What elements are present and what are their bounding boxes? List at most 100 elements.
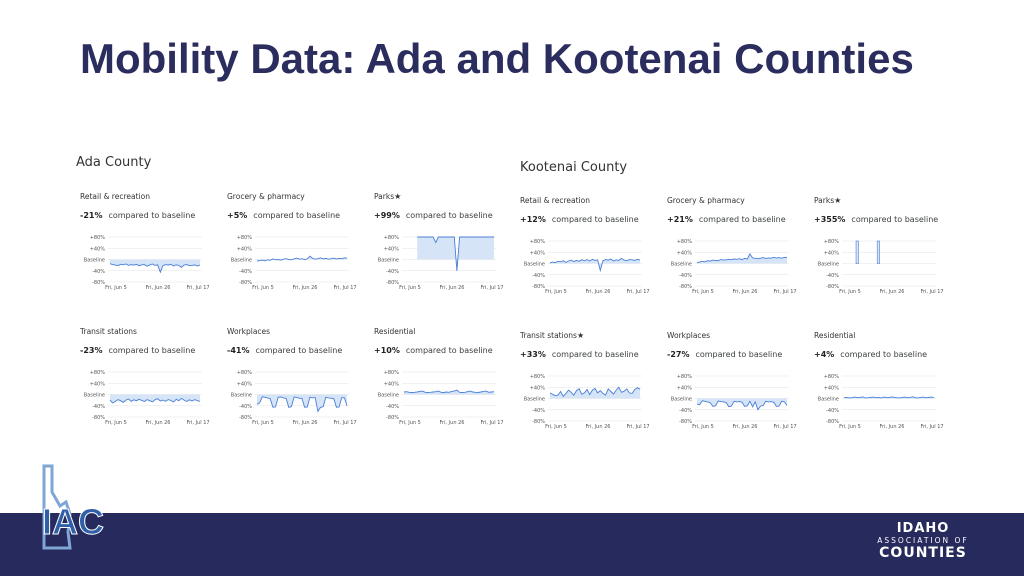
compare-text: compared to baseline [255,346,343,355]
y-tick-label: -40% [679,408,692,414]
series-area [550,258,640,271]
mobility-panel-transit-stations: Transit stations★ +33% compared to baselin… [520,331,652,446]
change-value: +21% [667,215,693,224]
category-text: Residential [814,331,856,340]
x-tick-label: Fri, Jul 17 [333,285,356,291]
x-tick-label: Fri, Jul 17 [920,424,943,430]
mobility-chart: +80% +40% Baseline -40% -80%Fri, Jun 5 Fri, J… [524,239,650,295]
change-value: -27% [667,350,690,359]
y-tick-label: +40% [90,381,106,387]
compare-text: compared to baseline [108,211,196,220]
category-text: Parks [814,196,835,205]
compare-text: compared to baseline [551,350,639,359]
compare-text: compared to baseline [405,211,493,220]
category-text: Grocery & pharmacy [227,192,305,201]
y-tick-label: +80% [677,239,693,245]
category-text: Retail & recreation [520,196,590,205]
series-line [403,389,495,393]
series-line [109,397,201,404]
x-tick-label: Fri, Jun 26 [293,420,318,426]
y-tick-label: -40% [386,269,399,275]
y-tick-label: Baseline [378,393,399,399]
y-tick-label: -80% [826,419,839,425]
x-tick-label: Fri, Jun 26 [293,285,318,291]
category-label: Workplaces [227,327,270,336]
mobility-chart: +80% +40% Baseline -40% -80%Fri, Jun 5 Fri, J… [671,374,797,430]
y-tick-label: +80% [90,370,106,376]
y-tick-label: Baseline [84,393,105,399]
mobility-panel-retail-recreation: Retail & recreation +12% compared to basel… [520,196,652,311]
y-tick-label: -80% [386,415,399,421]
series-line [843,396,935,399]
x-tick-label: Fri, Jul 17 [773,289,796,295]
category-text: Workplaces [667,331,711,340]
y-tick-label: +40% [90,246,106,252]
y-tick-label: Baseline [524,262,545,268]
change-value: +99% [374,211,400,220]
organization-wordmark: IDAHO ASSOCIATION OF COUNTIES [868,522,978,561]
series-area [110,259,200,273]
y-tick-label: +80% [824,239,840,245]
change-readout: -41% compared to baseline [227,346,342,355]
change-value: +10% [374,346,400,355]
change-readout: +355% compared to baseline [814,215,938,224]
y-tick-label: -80% [679,419,692,425]
category-label: Parks★ [374,192,401,201]
y-tick-label: Baseline [671,262,692,268]
y-tick-label: +40% [530,250,546,256]
category-label: Transit stations★ [520,331,584,340]
y-tick-label: +40% [384,381,400,387]
series-line [549,257,641,273]
y-tick-label: -40% [532,273,545,279]
compare-text: compared to baseline [695,350,783,359]
x-tick-label: Fri, Jun 5 [839,424,861,430]
y-tick-label: +80% [237,235,253,241]
kootenai-county-section: Kootenai County [520,160,940,175]
y-tick-label: Baseline [671,397,692,403]
x-tick-label: Fri, Jul 17 [920,289,943,295]
y-tick-label: +40% [530,385,546,391]
category-label: Retail & recreation [80,192,150,201]
compare-text: compared to baseline [851,215,939,224]
series-line [417,236,494,271]
y-tick-label: +80% [384,370,400,376]
mobility-panel-workplaces: Workplaces -41% compared to baseline +80% +4… [227,327,359,442]
y-tick-label: -40% [826,273,839,279]
mobility-chart: +80% +40% Baseline -40% -80%Fri, Jun 5 Fri, J… [671,239,797,295]
x-tick-label: Fri, Jun 5 [105,420,127,426]
x-tick-label: Fri, Jun 26 [733,289,758,295]
y-tick-label: +80% [530,239,546,245]
mobility-panel-workplaces: Workplaces -27% compared to baseline +80% +4… [667,331,799,446]
y-tick-label: -40% [826,408,839,414]
series-line [256,255,348,262]
star-icon: ★ [834,196,842,205]
series-area [697,253,787,264]
mobility-chart: +80% +40% Baseline -40% -80%Fri, Jun 5 Fri, J… [84,370,210,426]
compare-text: compared to baseline [253,211,341,220]
change-value: +33% [520,350,546,359]
y-tick-label: -80% [92,415,105,421]
change-readout: +10% compared to baseline [374,346,493,355]
y-tick-label: -80% [239,280,252,286]
svg-text:IAC: IAC [42,501,104,542]
y-tick-label: Baseline [84,258,105,264]
org-line-1: IDAHO [896,521,950,536]
change-value: -21% [80,211,103,220]
y-tick-label: -80% [826,284,839,290]
mobility-panel-parks: Parks★ +355% compared to baseline +80% +40% B… [814,196,946,311]
mobility-panel-retail-recreation: Retail & recreation -21% compared to basel… [80,192,212,307]
x-tick-label: Fri, Jun 5 [692,289,714,295]
y-tick-label: -80% [92,280,105,286]
y-tick-label: +40% [384,246,400,252]
change-readout: +4% compared to baseline [814,350,927,359]
x-tick-label: Fri, Jul 17 [626,424,649,430]
y-tick-label: +40% [824,385,840,391]
category-text: Parks [374,192,395,201]
change-value: -23% [80,346,103,355]
change-readout: +21% compared to baseline [667,215,786,224]
change-value: +5% [227,211,248,220]
y-tick-label: +80% [384,235,400,241]
mobility-chart: +80% +40% Baseline -40% -80%Fri, Jun 5 Fri, J… [818,239,944,295]
y-tick-label: -40% [92,404,105,410]
x-tick-label: Fri, Jul 17 [186,285,209,291]
